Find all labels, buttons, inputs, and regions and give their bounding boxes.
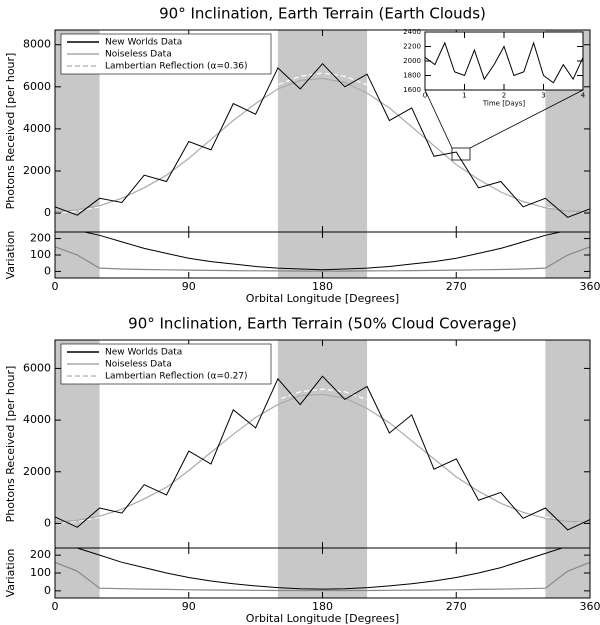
x-tick-label: 2 bbox=[502, 92, 506, 100]
chart-title: 90° Inclination, Earth Terrain (50% Clou… bbox=[128, 315, 517, 333]
y-tick-label: 100 bbox=[30, 566, 51, 579]
y-tick-label: 6000 bbox=[23, 361, 51, 374]
x-tick-label: 1 bbox=[462, 92, 466, 100]
y-tick-label: 1600 bbox=[403, 86, 421, 94]
x-tick-label: 180 bbox=[312, 600, 333, 613]
y-tick-label: 0 bbox=[44, 584, 51, 597]
legend-label: Noiseless Data bbox=[105, 360, 172, 370]
data-line bbox=[55, 62, 590, 218]
y-axis-label: Photons Received [per hour] bbox=[4, 366, 17, 523]
zoom-indicator bbox=[424, 89, 584, 161]
panel: 0 90 180 270 360 0 100 200 Orbital Longitude [De… bbox=[4, 231, 600, 305]
x-tick-label: 4 bbox=[581, 92, 586, 100]
y-tick-label: 200 bbox=[30, 548, 51, 561]
x-tick-label: 270 bbox=[446, 600, 467, 613]
x-tick-label: 360 bbox=[580, 600, 600, 613]
plot-lines bbox=[55, 375, 590, 531]
plot-lines bbox=[55, 548, 590, 592]
y-axis-label: Variation bbox=[4, 231, 17, 280]
y-tick-label: 8000 bbox=[23, 38, 51, 51]
x-tick-label: 180 bbox=[312, 280, 333, 293]
data-line bbox=[55, 77, 590, 213]
x-tick-label: 90 bbox=[182, 600, 196, 613]
y-tick-label: 2000 bbox=[23, 164, 51, 177]
legend: New Worlds Data Noiseless Data Lambertian … bbox=[60, 343, 272, 385]
y-tick-label: 2400 bbox=[403, 28, 421, 36]
plot-background bbox=[425, 32, 583, 90]
panel: 0 90 180 270 360 0 100 200 Orbital Longitude [De… bbox=[4, 547, 600, 625]
plot-lines bbox=[55, 62, 590, 218]
shaded-region bbox=[277, 340, 368, 548]
y-tick-label: 0 bbox=[44, 206, 51, 219]
panel: 0 1 2 3 4 1600 1800 2000 2200 2400 Time [Days] bbox=[403, 28, 586, 107]
shaded-region bbox=[277, 30, 368, 232]
x-axis-label: Time [Days] bbox=[482, 99, 526, 107]
zoom-box bbox=[451, 147, 471, 161]
legend-label: New Worlds Data bbox=[105, 38, 182, 48]
y-tick-label: 2000 bbox=[23, 465, 51, 478]
x-axis-label: Orbital Longitude [Degrees] bbox=[246, 612, 399, 625]
data-line bbox=[82, 232, 563, 271]
shaded-region bbox=[545, 340, 590, 548]
shaded-region bbox=[55, 548, 100, 598]
x-tick-label: 0 bbox=[52, 600, 59, 613]
zoom-connector bbox=[469, 89, 584, 149]
plot-lines bbox=[55, 232, 590, 272]
legend-label: Lambertian Reflection (α=0.36) bbox=[105, 62, 248, 72]
panel: 0 2000 4000 6000 90° Inclination, Earth Terr… bbox=[4, 315, 591, 549]
y-tick-label: 1800 bbox=[403, 72, 421, 80]
x-tick-label: 270 bbox=[446, 280, 467, 293]
y-tick-label: 200 bbox=[30, 232, 51, 245]
shaded-region bbox=[545, 548, 590, 598]
x-tick-label: 3 bbox=[541, 92, 545, 100]
x-tick-label: 360 bbox=[580, 280, 600, 293]
y-tick-label: 2200 bbox=[403, 43, 421, 51]
x-tick-label: 0 bbox=[423, 92, 427, 100]
y-tick-label: 100 bbox=[30, 248, 51, 261]
shaded-region bbox=[277, 548, 368, 598]
y-tick-label: 0 bbox=[44, 264, 51, 277]
y-axis-label: Variation bbox=[4, 549, 17, 598]
data-line bbox=[55, 246, 590, 272]
x-tick-label: 90 bbox=[182, 280, 196, 293]
y-axis-label: Photons Received [per hour] bbox=[4, 53, 17, 210]
legend-label: New Worlds Data bbox=[105, 348, 182, 358]
y-tick-label: 4000 bbox=[23, 413, 51, 426]
legend-label: Lambertian Reflection (α=0.27) bbox=[105, 372, 248, 382]
data-line bbox=[55, 393, 590, 523]
y-tick-label: 4000 bbox=[23, 122, 51, 135]
zoom-connector bbox=[424, 89, 453, 149]
y-tick-label: 6000 bbox=[23, 80, 51, 93]
legend-label: Noiseless Data bbox=[105, 50, 172, 60]
data-line bbox=[425, 41, 583, 84]
plot-lines bbox=[425, 41, 583, 84]
data-line bbox=[55, 388, 590, 525]
legend: New Worlds Data Noiseless Data Lambertian … bbox=[60, 33, 272, 75]
y-tick-label: 0 bbox=[44, 516, 51, 529]
y-tick-label: 2000 bbox=[403, 57, 421, 65]
shaded-region bbox=[277, 232, 368, 278]
chart-title: 90° Inclination, Earth Terrain (Earth Cl… bbox=[159, 5, 486, 23]
x-tick-label: 0 bbox=[52, 280, 59, 293]
data-line bbox=[55, 561, 590, 592]
x-axis-label: Orbital Longitude [Degrees] bbox=[246, 292, 399, 305]
data-line bbox=[55, 375, 590, 531]
data-line bbox=[71, 548, 564, 590]
